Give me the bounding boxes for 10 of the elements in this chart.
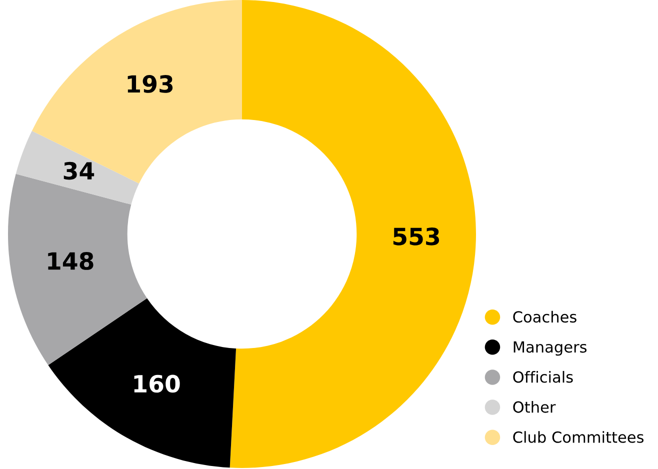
- data-label: 148: [48, 252, 94, 270]
- legend-label: Officials: [513, 370, 573, 383]
- data-label: 193: [128, 75, 173, 93]
- legend-label: Coaches: [513, 310, 576, 323]
- legend-label: Managers: [514, 341, 587, 356]
- data-label: 34: [64, 162, 94, 180]
- data-label: 160: [134, 374, 180, 393]
- legend-label: Club Committees: [513, 431, 644, 443]
- legend-label: Other: [513, 401, 556, 413]
- data-label: 553: [393, 228, 440, 246]
